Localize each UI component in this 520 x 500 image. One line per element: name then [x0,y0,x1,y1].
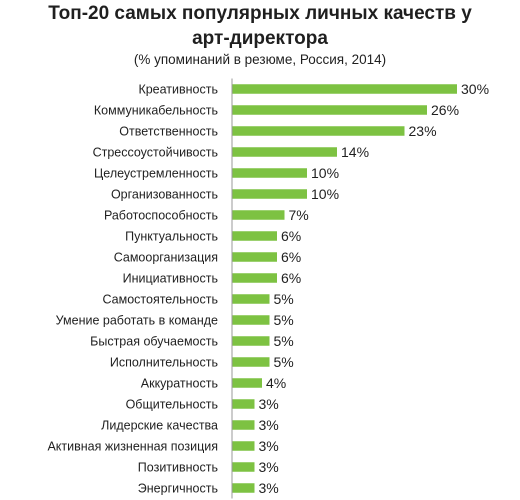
value-label: 4% [266,375,286,391]
value-label: 6% [281,228,301,244]
value-label: 5% [274,312,294,328]
bar [232,84,457,94]
category-label: Исполнительность [110,356,218,370]
bar [232,483,255,493]
category-label: Работоспособность [104,209,218,223]
value-label: 6% [281,270,301,286]
bar [232,420,255,430]
chart-title-line1: Топ-20 самых популярных личных качеств у [48,3,472,24]
value-label: 3% [259,396,279,412]
category-label: Позитивность [138,461,218,475]
category-label: Энергичность [138,482,218,496]
bar [232,126,405,136]
bar [232,357,270,367]
category-label: Пунктуальность [125,230,218,244]
chart-subtitle: (% упоминаний в резюме, Россия, 2014) [133,52,387,67]
bar [232,378,262,388]
category-label: Целеустремленность [94,167,218,181]
category-label: Быстрая обучаемость [90,335,218,349]
bar [232,105,427,115]
value-label: 5% [274,333,294,349]
value-label: 10% [311,165,339,181]
value-label: 26% [431,102,459,118]
category-label: Общительность [126,398,218,412]
category-label: Активная жизненная позиция [47,440,218,454]
bar [232,252,277,262]
bar [232,462,255,472]
value-label: 3% [259,417,279,433]
bar [232,336,270,346]
value-label: 23% [409,123,437,139]
category-label: Самоорганизация [114,251,218,265]
bar [232,231,277,241]
bar [232,399,255,409]
bar [232,168,307,178]
value-label: 10% [311,186,339,202]
category-label: Умение работать в команде [56,314,218,328]
chart-title-line2: арт-директора [192,28,328,49]
bar [232,273,277,283]
value-label: 3% [259,438,279,454]
bar [232,147,337,157]
category-label: Инициативность [123,272,218,286]
bar [232,294,270,304]
value-label: 6% [281,249,301,265]
value-label: 3% [259,459,279,475]
bar [232,315,270,325]
bar [232,210,285,220]
category-label: Аккуратность [141,377,218,391]
category-label: Креативность [138,83,218,97]
category-label: Организованность [111,188,218,202]
bar [232,441,255,451]
bar [232,189,307,199]
value-label: 30% [461,81,489,97]
category-label: Ответственность [119,125,218,139]
value-label: 7% [289,207,309,223]
value-label: 5% [274,291,294,307]
value-label: 3% [259,480,279,496]
value-label: 5% [274,354,294,370]
category-label: Коммуникабельность [94,104,218,118]
category-label: Стрессоустойчивость [93,146,218,160]
category-label: Самостоятельность [103,293,219,307]
category-label: Лидерские качества [101,419,218,433]
value-label: 14% [341,144,369,160]
